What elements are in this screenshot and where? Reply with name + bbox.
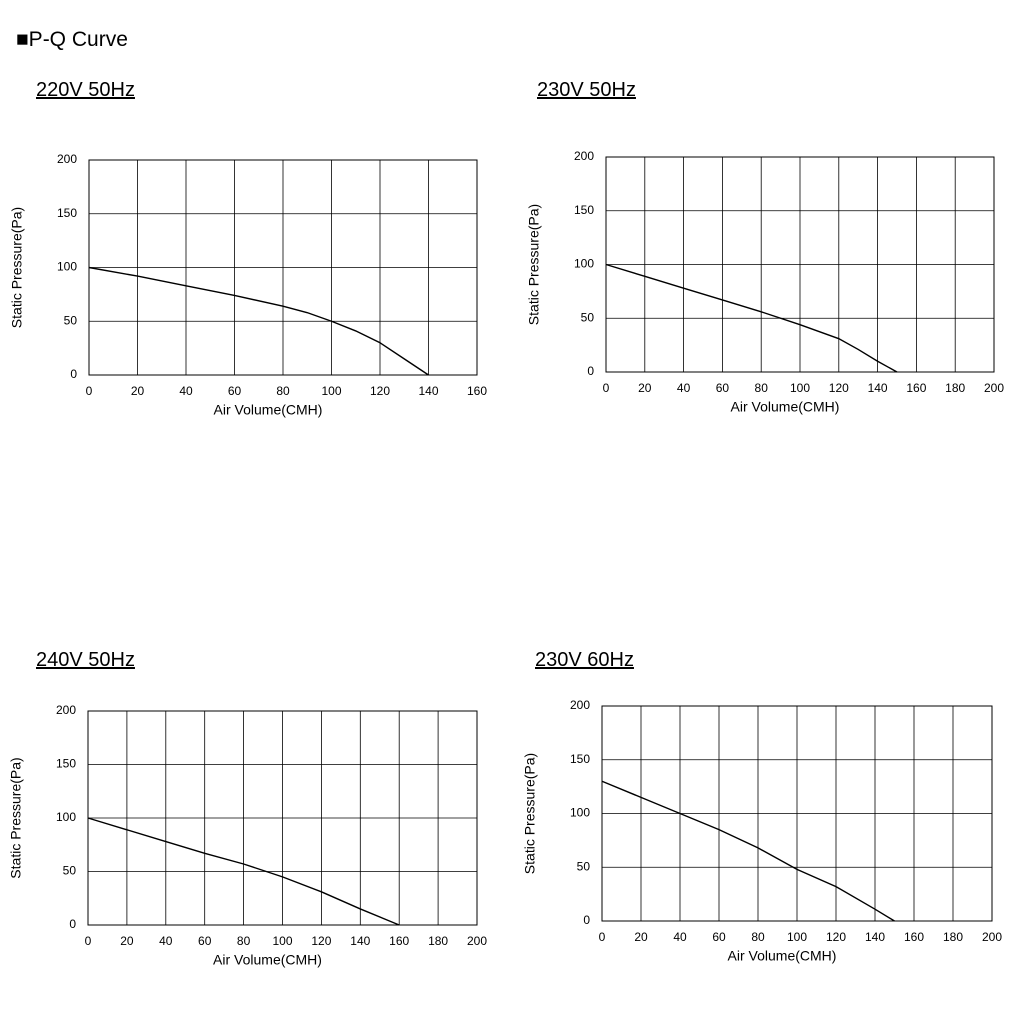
chart-title: 220V 50Hz bbox=[36, 79, 135, 101]
y-tick-label: 0 bbox=[69, 917, 76, 931]
y-tick-label: 50 bbox=[64, 313, 78, 327]
x-tick-label: 60 bbox=[228, 384, 242, 398]
y-tick-label: 150 bbox=[570, 752, 590, 766]
x-tick-label: 40 bbox=[677, 381, 691, 395]
x-tick-label: 140 bbox=[418, 384, 438, 398]
x-tick-label: 160 bbox=[906, 381, 926, 395]
x-tick-label: 0 bbox=[85, 934, 92, 948]
x-tick-label: 120 bbox=[311, 934, 331, 948]
x-tick-label: 100 bbox=[272, 934, 292, 948]
x-tick-label: 20 bbox=[120, 934, 134, 948]
x-tick-label: 20 bbox=[131, 384, 145, 398]
x-tick-label: 100 bbox=[321, 384, 341, 398]
y-tick-label: 100 bbox=[57, 260, 77, 274]
y-tick-label: 100 bbox=[570, 806, 590, 820]
page-title: ■P-Q Curve bbox=[16, 28, 128, 51]
x-tick-label: 120 bbox=[826, 930, 846, 944]
y-tick-label: 50 bbox=[63, 864, 77, 878]
x-tick-label: 140 bbox=[865, 930, 885, 944]
pq-curve bbox=[87, 817, 400, 926]
y-tick-label: 50 bbox=[577, 859, 591, 873]
x-axis-label: Air Volume(CMH) bbox=[214, 402, 323, 418]
y-tick-label: 200 bbox=[57, 152, 77, 166]
pq-curve bbox=[601, 780, 895, 922]
y-tick-label: 150 bbox=[57, 206, 77, 220]
x-tick-label: 160 bbox=[904, 930, 924, 944]
x-tick-label: 80 bbox=[755, 381, 769, 395]
x-tick-label: 20 bbox=[634, 930, 648, 944]
y-tick-label: 200 bbox=[56, 703, 76, 717]
x-tick-label: 80 bbox=[276, 384, 290, 398]
pq-curve bbox=[605, 263, 898, 373]
x-tick-label: 200 bbox=[984, 381, 1004, 395]
x-tick-label: 60 bbox=[716, 381, 730, 395]
x-tick-label: 0 bbox=[603, 381, 610, 395]
x-axis-label: Air Volume(CMH) bbox=[213, 952, 322, 968]
y-axis-label: Static Pressure(Pa) bbox=[522, 753, 538, 874]
x-tick-label: 200 bbox=[467, 934, 487, 948]
x-tick-label: 80 bbox=[237, 934, 251, 948]
x-axis-label: Air Volume(CMH) bbox=[731, 399, 840, 415]
y-tick-label: 150 bbox=[574, 203, 594, 217]
x-tick-label: 0 bbox=[86, 384, 93, 398]
x-tick-label: 40 bbox=[673, 930, 687, 944]
x-tick-label: 120 bbox=[370, 384, 390, 398]
x-axis-label: Air Volume(CMH) bbox=[728, 948, 837, 964]
y-tick-label: 0 bbox=[587, 364, 594, 378]
y-tick-label: 0 bbox=[583, 913, 590, 927]
pq-curve bbox=[88, 266, 429, 376]
x-tick-label: 60 bbox=[712, 930, 726, 944]
x-tick-label: 200 bbox=[982, 930, 1002, 944]
y-tick-label: 50 bbox=[581, 310, 595, 324]
chart-title: 230V 60Hz bbox=[535, 649, 634, 671]
x-tick-label: 80 bbox=[751, 930, 765, 944]
y-tick-label: 150 bbox=[56, 757, 76, 771]
y-axis-label: Static Pressure(Pa) bbox=[9, 207, 25, 328]
y-axis-label: Static Pressure(Pa) bbox=[8, 757, 24, 878]
x-tick-label: 20 bbox=[638, 381, 652, 395]
y-tick-label: 200 bbox=[574, 149, 594, 163]
x-tick-label: 100 bbox=[787, 930, 807, 944]
y-tick-label: 0 bbox=[70, 367, 77, 381]
chart-title: 230V 50Hz bbox=[537, 79, 636, 101]
y-tick-label: 100 bbox=[56, 810, 76, 824]
y-axis-label: Static Pressure(Pa) bbox=[526, 204, 542, 325]
chart-title: 240V 50Hz bbox=[36, 649, 135, 671]
x-tick-label: 100 bbox=[790, 381, 810, 395]
x-tick-label: 120 bbox=[829, 381, 849, 395]
x-tick-label: 140 bbox=[350, 934, 370, 948]
x-tick-label: 160 bbox=[467, 384, 487, 398]
x-tick-label: 40 bbox=[159, 934, 173, 948]
x-tick-label: 140 bbox=[868, 381, 888, 395]
x-tick-label: 180 bbox=[428, 934, 448, 948]
x-tick-label: 180 bbox=[943, 930, 963, 944]
x-tick-label: 160 bbox=[389, 934, 409, 948]
x-tick-label: 180 bbox=[945, 381, 965, 395]
y-tick-label: 100 bbox=[574, 257, 594, 271]
x-tick-label: 40 bbox=[179, 384, 193, 398]
plot-frame bbox=[601, 705, 993, 922]
y-tick-label: 200 bbox=[570, 698, 590, 712]
x-tick-label: 0 bbox=[599, 930, 606, 944]
x-tick-label: 60 bbox=[198, 934, 212, 948]
